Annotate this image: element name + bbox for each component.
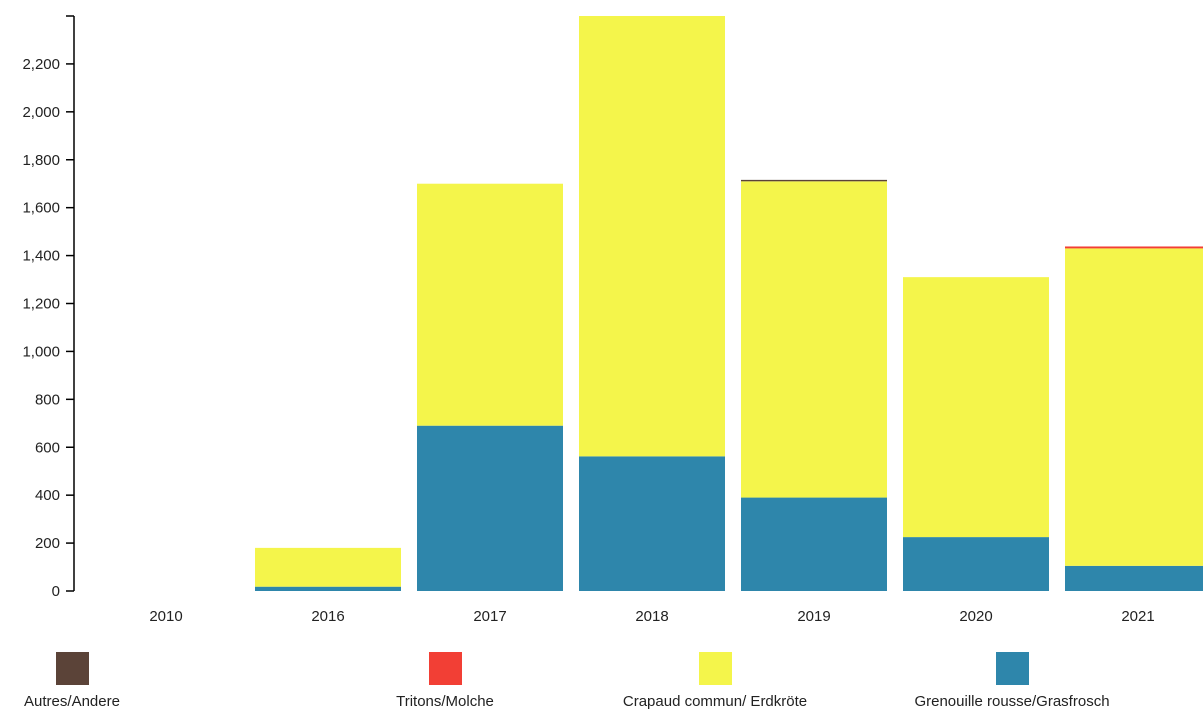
bar-crapaud-commun-2016 [255,547,401,587]
legend-swatch-tritons [428,652,462,685]
bar-crapaud-commun-2020 [903,277,1049,538]
y-tick-label: 200 [35,535,60,552]
legend: Autres/Andere Tritons/Molche Crapaud com… [0,652,1203,713]
bar-crapaud-commun-2017 [417,183,563,426]
legend-item-crapaud: Crapaud commun/ Erdkröte [590,652,840,710]
bar-grenouille-rousse-2020 [903,537,1049,591]
x-tick-label: 2016 [311,608,344,625]
legend-label-tritons: Tritons/Molche [396,693,494,710]
y-tick-label: 1,200 [22,296,60,313]
y-tick-label: 1,400 [22,248,60,265]
stacked-bar-chart: 0 200 400 600 800 1,000 1,200 1,400 1,600 1,800 2,… [22,15,1203,625]
x-tick-label: 2019 [797,608,830,625]
legend-label-crapaud: Crapaud commun/ Erdkröte [622,693,808,710]
y-tick-label: 1,800 [22,152,60,169]
y-tick-label: 400 [35,487,60,504]
bar-grenouille-rousse-2017 [417,425,563,591]
y-tick-label: 2,000 [22,104,60,121]
legend-item-grenouille: Grenouille rousse/Grasfrosch [862,652,1162,710]
bar-autres-2019 [741,179,887,182]
x-tick-label: 2017 [473,608,506,625]
bar-grenouille-rousse-2016 [255,586,401,591]
bars [255,16,1203,591]
y-tick-label: 2,200 [22,56,60,73]
legend-swatch-autres [55,652,89,685]
legend-swatch-grenouille [995,652,1029,685]
bar-crapaud-commun-2021 [1065,248,1203,566]
y-tick-label: 1,600 [22,200,60,217]
y-axis: 0 200 400 600 800 1,000 1,200 1,400 1,600 1,800 2,… [22,15,75,600]
x-tick-label: 2021 [1121,608,1154,625]
legend-label-grenouille: Grenouille rousse/Grasfrosch [914,693,1110,710]
y-tick-label: 0 [52,583,60,600]
legend-label-autres: Autres/Andere [24,693,120,710]
bar-crapaud-commun-2018 [579,16,725,457]
bar-grenouille-rousse-2021 [1065,565,1203,591]
bar-crapaud-commun-2019 [741,181,887,498]
legend-swatch-crapaud [698,652,732,685]
bar-grenouille-rousse-2019 [741,497,887,591]
legend-item-autres: Autres/Andere [0,652,162,710]
x-tick-label: 2010 [149,608,182,625]
bar-tritons-2021 [1065,246,1203,249]
y-tick-label: 800 [35,391,60,408]
x-tick-label: 2020 [959,608,992,625]
x-tick-label: 2018 [635,608,668,625]
legend-item-tritons: Tritons/Molche [355,652,535,710]
y-tick-label: 600 [35,439,60,456]
bar-grenouille-rousse-2018 [579,456,725,591]
x-axis: 2010 2016 2017 2018 2019 2020 2021 [149,608,1154,625]
y-tick-label: 1,000 [22,343,60,360]
